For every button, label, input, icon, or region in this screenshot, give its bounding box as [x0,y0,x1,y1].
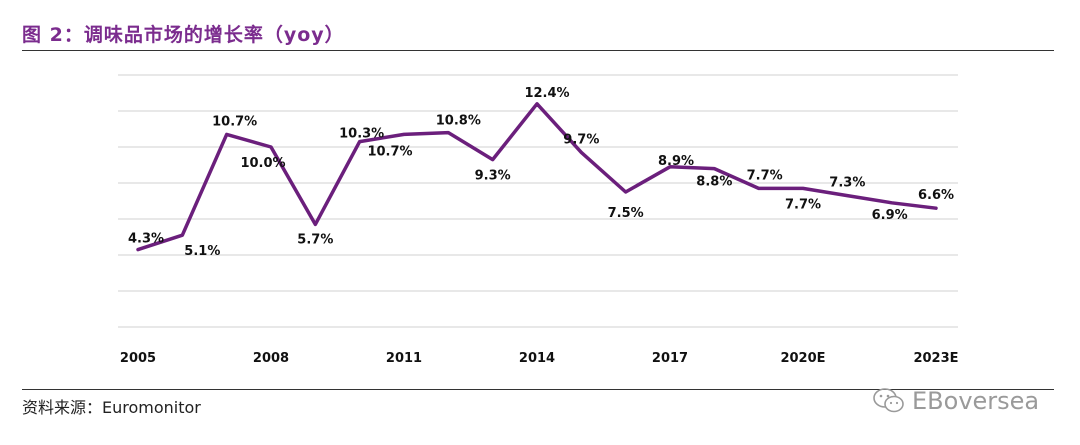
x-tick-label: 2005 [120,351,156,366]
data-label: 12.4% [524,86,569,101]
data-label: 8.8% [696,175,732,190]
bottom-divider [22,389,1054,390]
data-label: 10.7% [367,144,412,159]
data-label: 7.3% [829,176,865,191]
wechat-icon [873,388,904,413]
data-label: 10.3% [339,127,384,142]
x-axis-tick-labels: 2005 2008 2011 2014 2017 2020E 2023E [120,351,959,366]
chart-title: 图 2：调味品市场的增长率（yoy） [22,24,345,46]
data-label: 5.1% [184,244,220,259]
x-tick-label: 2020E [780,351,825,366]
x-tick-label: 2023E [913,351,958,366]
x-tick-label: 2011 [386,351,422,366]
watermark-text: EBoversea [912,387,1040,415]
data-label: 10.7% [212,114,257,129]
data-label: 4.3% [128,232,164,247]
series-line [136,102,938,252]
data-label: 10.0% [240,156,285,171]
watermark: EBoversea [872,386,1039,416]
x-tick-label: 2014 [519,351,555,366]
x-tick-label: 2017 [652,351,688,366]
data-label: 5.7% [297,232,333,247]
data-label: 6.6% [918,188,954,203]
top-divider [22,50,1054,51]
data-label: 8.9% [658,154,694,169]
data-label: 7.5% [608,206,644,221]
x-tick-label: 2008 [253,351,289,366]
data-label: 9.3% [475,169,511,184]
data-label: 7.7% [747,168,783,183]
data-label: 10.8% [436,114,481,129]
data-labels: 4.3% 5.1% 10.7% 10.0% 5.7% 10.3% 10.7% 10.8% 9.3… [128,86,954,259]
gridlines [118,74,958,328]
source-note: 资料来源：Euromonitor [22,398,201,417]
data-label: 7.7% [785,197,821,212]
data-label: 6.9% [872,208,908,223]
data-label: 9.7% [563,132,599,147]
